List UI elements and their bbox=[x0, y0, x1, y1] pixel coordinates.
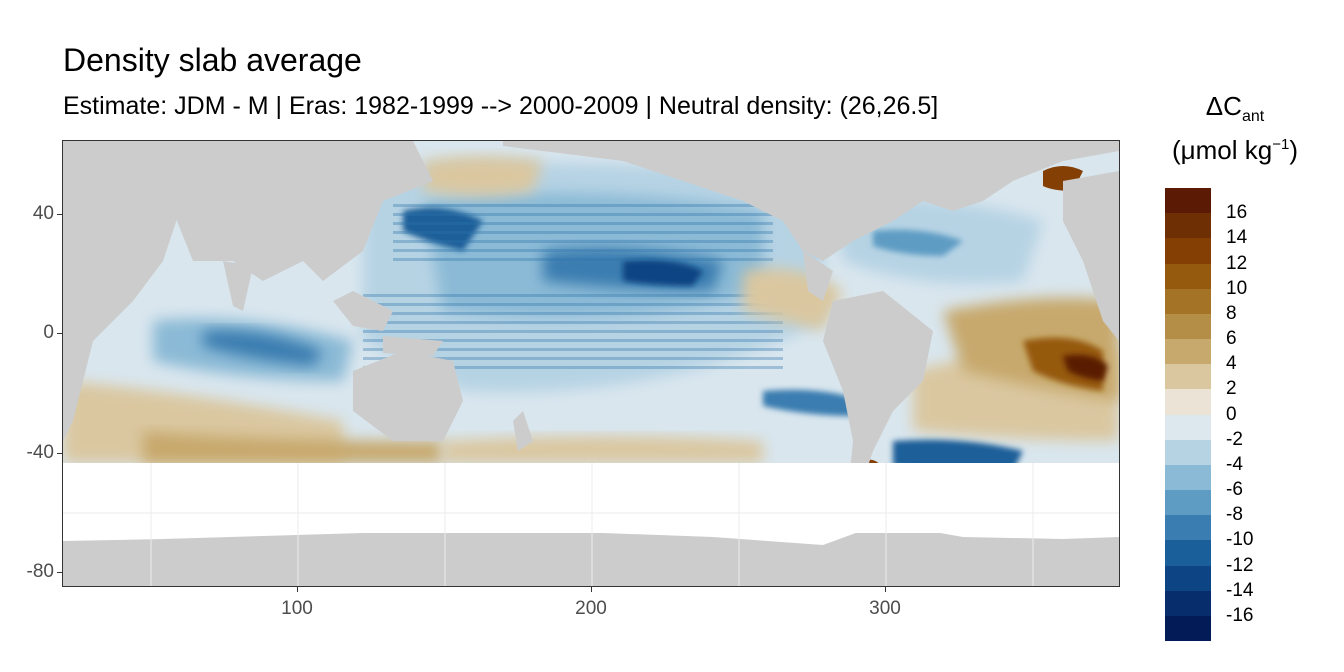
x-tick-mark bbox=[885, 587, 886, 592]
legend-swatch bbox=[1165, 364, 1211, 390]
legend-swatch bbox=[1165, 263, 1211, 290]
legend-label: 0 bbox=[1226, 403, 1237, 425]
legend-swatch bbox=[1165, 464, 1211, 491]
legend-label: -8 bbox=[1226, 504, 1243, 526]
legend-label: 10 bbox=[1226, 277, 1248, 299]
legend-label: -16 bbox=[1226, 604, 1254, 626]
x-tick-mark bbox=[297, 587, 298, 592]
y-tick-label: -80 bbox=[26, 561, 54, 582]
y-tick-mark bbox=[57, 214, 62, 215]
legend-label: 6 bbox=[1226, 328, 1237, 349]
x-tick-label: 100 bbox=[281, 598, 313, 619]
legend-label: -6 bbox=[1226, 479, 1243, 500]
legend-unit-sup: −1 bbox=[1272, 135, 1290, 153]
legend-swatch bbox=[1165, 590, 1211, 617]
legend-label: -2 bbox=[1226, 428, 1243, 450]
legend-swatch bbox=[1165, 515, 1211, 541]
y-tick-mark bbox=[57, 333, 62, 334]
y-tick-label: 40 bbox=[32, 203, 54, 224]
legend-swatch bbox=[1165, 389, 1211, 415]
legend-swatch bbox=[1165, 313, 1211, 340]
map-canvas bbox=[63, 141, 1119, 586]
legend-swatch bbox=[1165, 615, 1211, 642]
y-tick-mark bbox=[57, 453, 62, 454]
legend-label: 8 bbox=[1226, 302, 1237, 324]
x-tick-label: 200 bbox=[575, 598, 607, 619]
legend-swatch bbox=[1165, 238, 1211, 264]
legend-unit-suffix: ) bbox=[1289, 134, 1298, 165]
legend-title: ΔCant (μmol kg−1) bbox=[1165, 86, 1305, 170]
legend-swatch bbox=[1165, 490, 1211, 516]
legend-label: -12 bbox=[1226, 554, 1254, 576]
legend-colorbar bbox=[1165, 188, 1211, 642]
southern-ocean-nodata bbox=[63, 463, 1119, 533]
legend-label: 14 bbox=[1226, 227, 1248, 249]
legend-swatch bbox=[1165, 540, 1211, 566]
x-tick-mark bbox=[591, 587, 592, 592]
legend-title-sub: ant bbox=[1241, 108, 1265, 125]
legend-unit-prefix: (μmol kg bbox=[1172, 134, 1273, 165]
legend-label: -10 bbox=[1226, 529, 1254, 551]
map-panel bbox=[62, 140, 1120, 587]
legend-swatch bbox=[1165, 565, 1211, 592]
y-tick-label: 0 bbox=[43, 322, 54, 343]
legend-label: 4 bbox=[1226, 353, 1237, 375]
legend-label: 16 bbox=[1226, 202, 1248, 224]
chart-title: Density slab average bbox=[63, 42, 362, 78]
legend-swatch bbox=[1165, 439, 1211, 466]
chart-subtitle: Estimate: JDM - M | Eras: 1982-1999 --> … bbox=[63, 92, 939, 120]
legend-label: -4 bbox=[1226, 453, 1243, 475]
grid bbox=[63, 463, 1119, 586]
legend-swatch bbox=[1165, 213, 1211, 239]
x-tick-label: 300 bbox=[869, 598, 901, 619]
legend-label: 2 bbox=[1226, 378, 1237, 400]
legend-swatch bbox=[1165, 188, 1211, 214]
legend-swatch bbox=[1165, 339, 1211, 365]
legend-title-main: ΔC bbox=[1205, 91, 1242, 121]
y-tick-mark bbox=[57, 572, 62, 573]
land bbox=[63, 141, 1119, 586]
legend-label: 12 bbox=[1226, 252, 1248, 274]
y-tick-label: -40 bbox=[26, 442, 54, 463]
legend-swatch bbox=[1165, 414, 1211, 441]
legend-swatch bbox=[1165, 288, 1211, 315]
legend-label: -14 bbox=[1226, 579, 1254, 601]
